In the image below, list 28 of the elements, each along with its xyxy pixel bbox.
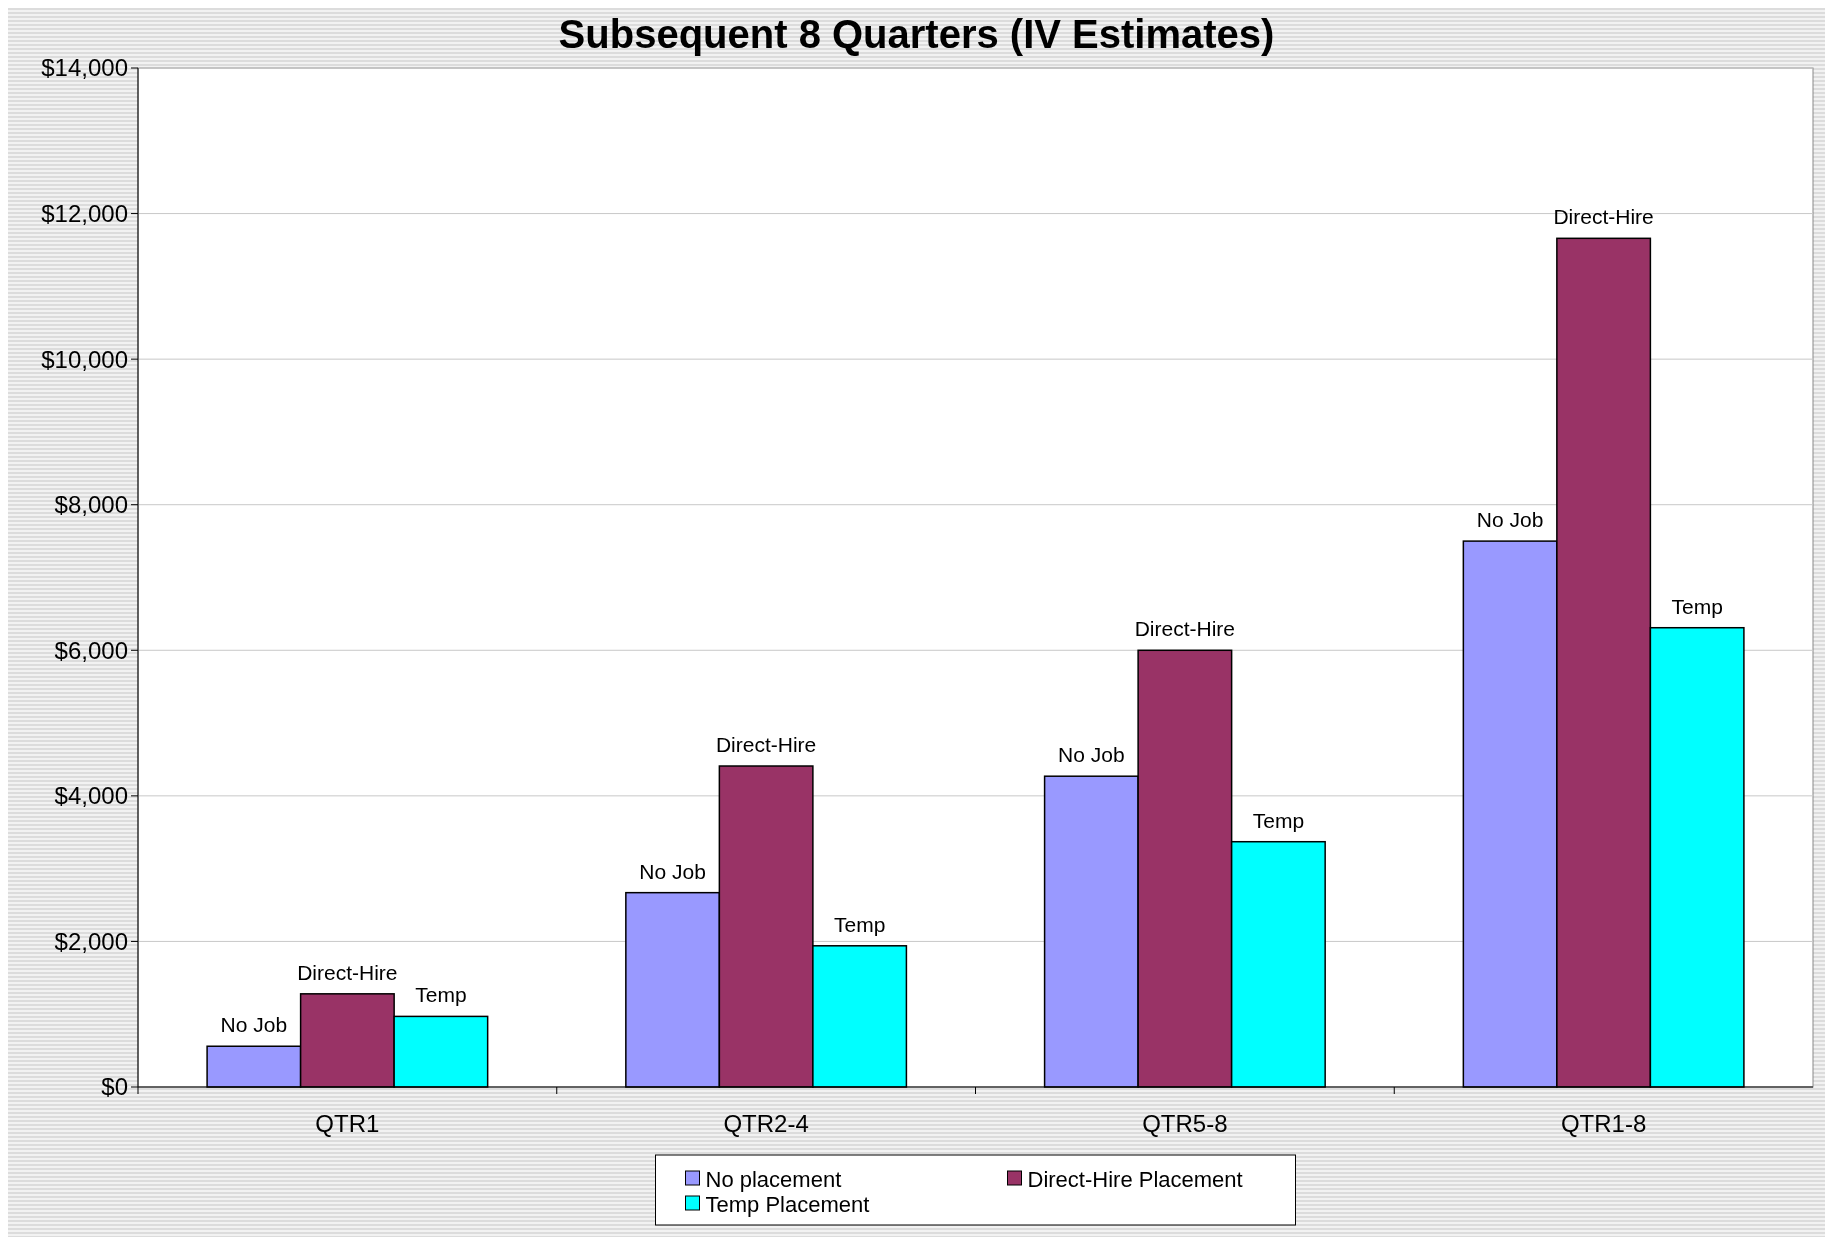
legend-label: No placement [705,1166,842,1192]
legend-label: Direct-Hire Placement [1027,1166,1243,1192]
data-label: Temp [415,983,467,1007]
data-label: No Job [1058,743,1125,767]
data-label: Direct-Hire [1553,205,1654,229]
x-tick-label: QTR5-8 [1142,1110,1228,1137]
legend-label: Temp Placement [705,1191,870,1217]
data-label: No Job [639,859,706,883]
y-tick-label: $2,000 [54,927,128,955]
y-tick-label: $12,000 [41,199,128,227]
data-label: Direct-Hire [297,960,398,984]
y-tick-label: $10,000 [41,345,128,373]
data-label: Temp [1671,594,1723,618]
data-label: Temp [833,912,886,936]
y-tick-label: $8,000 [54,491,128,519]
data-label: Direct-Hire [1134,617,1236,641]
y-tick-label: $0 [101,1073,128,1101]
x-tick-label: QTR1-8 [1560,1110,1647,1137]
chart-title: Subsequent 8 Quarters (IV Estimates) [558,12,1275,56]
y-tick-label: $6,000 [54,636,128,664]
x-tick-label: QTR1 [315,1110,380,1137]
y-tick-label: $4,000 [54,782,128,810]
x-tick-label: QTR2-4 [723,1110,809,1137]
data-label: No Job [220,1013,288,1037]
data-label: Temp [1252,808,1305,832]
data-label: Direct-Hire [715,733,817,757]
y-tick-label: $14,000 [41,54,128,82]
data-label: No Job [1476,508,1544,532]
